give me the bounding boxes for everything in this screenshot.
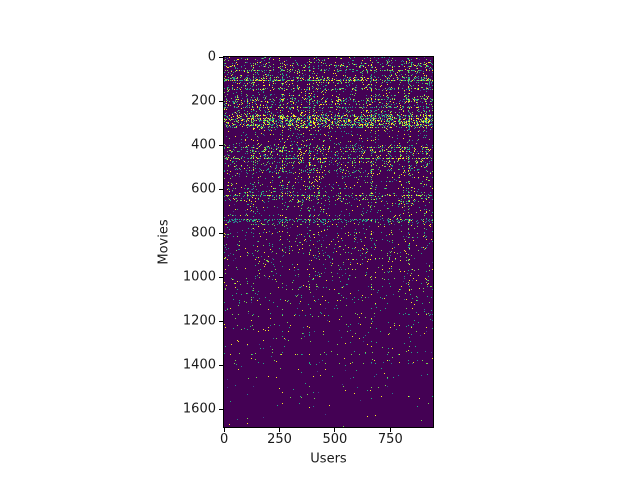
y-tick-mark — [219, 56, 223, 58]
y-tick-label: 1400 — [182, 357, 216, 373]
x-tick-label: 750 — [377, 432, 403, 447]
y-tick-mark — [219, 144, 223, 146]
y-tick-label: 200 — [191, 93, 216, 109]
y-tick-label: 600 — [191, 181, 216, 197]
x-axis-label: Users — [310, 451, 347, 467]
y-tick-label: 1000 — [182, 269, 216, 285]
y-tick-label: 1200 — [182, 313, 216, 329]
x-tick-mark — [279, 428, 281, 432]
y-tick-label: 1600 — [182, 401, 216, 417]
y-tick-mark — [219, 320, 223, 322]
x-tick-mark — [389, 428, 391, 432]
y-tick-mark — [219, 364, 223, 366]
y-tick-mark — [219, 100, 223, 102]
x-tick-label: 500 — [322, 432, 348, 447]
x-tick-mark — [334, 428, 336, 432]
y-tick-label: 0 — [207, 49, 216, 65]
y-tick-label: 400 — [191, 137, 216, 153]
y-axis-label: Movies — [156, 219, 172, 265]
y-tick-label: 800 — [191, 225, 216, 241]
x-tick-mark — [223, 428, 225, 432]
x-tick-label: 250 — [267, 432, 292, 447]
y-tick-mark — [219, 408, 223, 410]
y-tick-mark — [219, 188, 223, 190]
y-tick-mark — [219, 276, 223, 278]
heatmap-canvas — [224, 57, 433, 427]
x-tick-label: 0 — [219, 432, 229, 447]
y-tick-mark — [219, 232, 223, 234]
